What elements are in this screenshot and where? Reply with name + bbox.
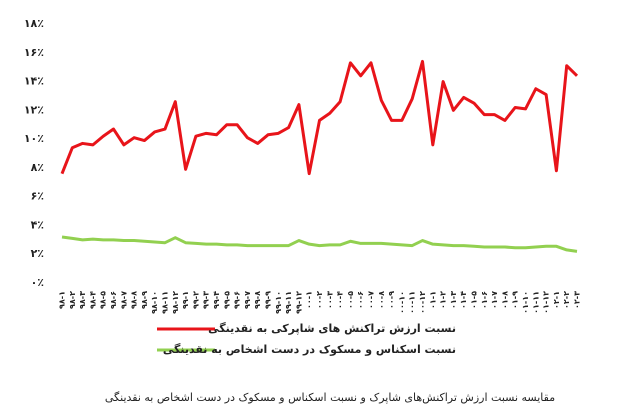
y-tick-label: ۱۶٪: [24, 46, 44, 59]
caption: مقایسه نسبت ارزش تراکنش‌های شاپرک و نسبت…: [105, 391, 555, 404]
x-tick-label: ۰۲-۲: [562, 291, 571, 309]
x-tick-label: ۹۹-۳: [202, 291, 211, 309]
y-tick-label: ۴٪: [31, 218, 44, 231]
x-tick-label: ۹۹-۹: [264, 291, 273, 309]
x-tick-label: ۰۱-۱۰: [521, 291, 530, 314]
x-tick-label: ۹۹-۱۰: [274, 291, 283, 314]
x-tick-label: ۰۰-۱۲: [418, 291, 427, 314]
x-tick-label: ۰۱-۲: [439, 291, 448, 309]
y-tick-label: ۱۸٪: [24, 17, 44, 30]
x-tick-label: ۹۹-۲: [191, 291, 200, 309]
x-tick-label: ۰۰-۱۱: [408, 291, 417, 314]
x-tick-label: ۹۹-۶: [233, 291, 242, 309]
x-tick-label: ۹۹-۱۱: [284, 291, 293, 314]
x-tick-label: ۰۱-۴: [459, 291, 468, 309]
x-tick-label: ۰۰-۱: [305, 291, 314, 309]
x-tick-label: ۹۹-۵: [222, 291, 231, 309]
y-tick-label: ۰٪: [31, 276, 44, 289]
legend-label: نسبت اسکناس و مسکوک در دست اشخاص به نقدی…: [163, 343, 456, 356]
x-tick-label: ۹۸-۹: [140, 291, 149, 309]
x-tick-label: ۹۸-۸: [130, 291, 139, 309]
legend-label: نسبت ارزش تراکنش های شاپرکی به نقدینگی: [208, 322, 456, 335]
x-tick-label: ۰۲-۳: [573, 291, 582, 309]
x-tick-label: ۹۸-۲: [68, 291, 77, 309]
series-line: [60, 59, 579, 176]
x-tick-label: ۹۸-۷: [119, 291, 128, 309]
x-tick-label: ۰۰-۵: [346, 291, 355, 309]
x-tick-label: ۹۸-۱: [58, 291, 67, 309]
x-tick-label: ۰۱-۵: [470, 291, 479, 309]
x-tick-label: ۹۸-۱۲: [171, 291, 180, 314]
series-line: [61, 235, 578, 253]
x-tick-label: ۰۱-۱۲: [542, 291, 551, 314]
x-tick-label: ۰۱-۶: [480, 291, 489, 309]
x-tick-label: ۹۸-۱۱: [161, 291, 170, 314]
x-tick-label: ۰۱-۱۱: [531, 291, 540, 314]
x-tick-label: ۰۱-۱: [428, 291, 437, 309]
x-tick-label: ۹۹-۷: [243, 291, 252, 309]
x-tick-label: ۰۰-۴: [336, 291, 345, 309]
x-tick-label: ۹۹-۴: [212, 291, 221, 309]
x-tick-label: ۰۰-۹: [387, 291, 396, 309]
x-tick-label: ۰۲-۱: [552, 291, 561, 309]
y-tick-label: ۲٪: [31, 247, 44, 260]
x-tick-label: ۰۰-۲: [315, 291, 324, 309]
y-tick-label: ۸٪: [31, 161, 44, 174]
x-tick-label: ۰۱-۷: [490, 291, 499, 309]
y-tick-label: ۶٪: [31, 190, 44, 203]
x-tick-label: ۹۸-۶: [109, 291, 118, 309]
x-tick-label: ۰۰-۱۰: [397, 291, 406, 314]
y-tick-label: ۱۰٪: [24, 132, 44, 145]
x-tick-label: ۰۰-۷: [367, 291, 376, 309]
x-tick-label: ۹۸-۱۰: [150, 291, 159, 314]
x-tick-label: ۹۹-۱: [181, 291, 190, 309]
x-tick-label: ۹۸-۳: [78, 291, 87, 309]
x-tick-label: ۰۰-۳: [325, 291, 334, 309]
x-tick-label: ۰۱-۹: [511, 291, 520, 309]
x-tick-label: ۰۰-۸: [377, 291, 386, 309]
y-tick-label: ۱۴٪: [24, 75, 44, 88]
x-tick-label: ۰۰-۶: [356, 291, 365, 309]
x-tick-label: ۰۱-۸: [500, 291, 509, 309]
y-tick-label: ۱۲٪: [24, 103, 44, 116]
x-tick-label: ۹۸-۵: [99, 291, 108, 309]
x-tick-label: ۹۹-۸: [253, 291, 262, 309]
x-tick-label: ۰۱-۳: [449, 291, 458, 309]
x-tick-label: ۹۸-۴: [88, 291, 97, 309]
x-tick-label: ۹۹-۱۲: [294, 291, 303, 314]
